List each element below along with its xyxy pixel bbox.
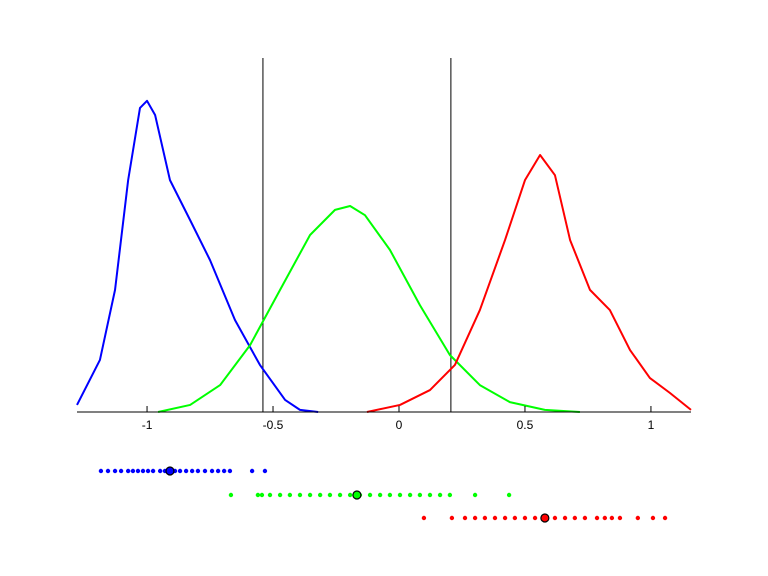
sample-dot bbox=[317, 492, 323, 498]
sample-dot bbox=[421, 515, 427, 521]
mean-dot bbox=[352, 490, 362, 500]
sample-dot bbox=[255, 492, 261, 498]
sample-dot bbox=[472, 492, 478, 498]
mean-dot bbox=[165, 466, 175, 476]
sample-dot bbox=[532, 515, 538, 521]
sample-dot bbox=[582, 515, 588, 521]
sample-dot bbox=[145, 468, 151, 474]
x-tick-label: -1 bbox=[142, 418, 153, 432]
sample-dot bbox=[227, 468, 233, 474]
x-tick-label: 1 bbox=[648, 418, 655, 432]
x-tick-label: 0 bbox=[396, 418, 403, 432]
sample-dot bbox=[609, 515, 615, 521]
sample-dot bbox=[377, 492, 383, 498]
sample-dot bbox=[437, 492, 443, 498]
density-curve bbox=[157, 204, 580, 413]
sample-dot bbox=[472, 515, 478, 521]
sample-dot bbox=[522, 515, 528, 521]
sample-dot bbox=[462, 515, 468, 521]
sample-dot bbox=[297, 492, 303, 498]
sample-dot bbox=[337, 492, 343, 498]
sample-dot bbox=[135, 468, 141, 474]
sample-dot bbox=[427, 492, 433, 498]
sample-dot bbox=[267, 492, 273, 498]
sample-dot bbox=[327, 492, 333, 498]
sample-dot bbox=[572, 515, 578, 521]
x-tick-label: 0.5 bbox=[517, 418, 534, 432]
sample-dot bbox=[189, 468, 195, 474]
sample-dot bbox=[307, 492, 313, 498]
sample-dot bbox=[602, 515, 608, 521]
x-tick-label: -0.5 bbox=[263, 418, 284, 432]
sample-dot bbox=[635, 515, 641, 521]
sample-dot bbox=[157, 468, 163, 474]
sample-dot bbox=[594, 515, 600, 521]
sample-dot bbox=[177, 468, 183, 474]
sample-dot bbox=[650, 515, 656, 521]
sample-dot bbox=[98, 468, 104, 474]
sample-dot bbox=[150, 468, 156, 474]
sample-dot bbox=[662, 515, 668, 521]
sample-dot bbox=[105, 468, 111, 474]
sample-dot bbox=[125, 468, 131, 474]
sample-dot bbox=[407, 492, 413, 498]
sample-dot bbox=[562, 515, 568, 521]
sample-dot bbox=[202, 468, 208, 474]
sample-dot bbox=[449, 515, 455, 521]
sample-dot bbox=[259, 492, 265, 498]
sample-dot bbox=[209, 468, 215, 474]
sample-dot bbox=[512, 515, 518, 521]
sample-dot bbox=[262, 468, 268, 474]
sample-dot bbox=[347, 492, 353, 498]
sample-dot bbox=[397, 492, 403, 498]
sample-dot bbox=[118, 468, 124, 474]
mean-dot bbox=[540, 513, 550, 523]
sample-dot bbox=[417, 492, 423, 498]
density-curve bbox=[366, 154, 692, 413]
sample-dot bbox=[195, 468, 201, 474]
sample-dot bbox=[387, 492, 393, 498]
sample-dot bbox=[221, 468, 227, 474]
sample-dot bbox=[367, 492, 373, 498]
sample-dot bbox=[617, 515, 623, 521]
sample-dot bbox=[130, 468, 136, 474]
sample-dot bbox=[502, 515, 508, 521]
sample-dot bbox=[249, 468, 255, 474]
sample-dot bbox=[228, 492, 234, 498]
sample-dot bbox=[287, 492, 293, 498]
sample-dot bbox=[552, 515, 558, 521]
sample-dot bbox=[112, 468, 118, 474]
density-curve bbox=[76, 99, 319, 413]
sample-dot bbox=[183, 468, 189, 474]
sample-dot bbox=[492, 515, 498, 521]
sample-dot bbox=[215, 468, 221, 474]
sample-dot bbox=[277, 492, 283, 498]
sample-dot bbox=[140, 468, 146, 474]
sample-dot bbox=[482, 515, 488, 521]
sample-dot bbox=[447, 492, 453, 498]
sample-dot bbox=[506, 492, 512, 498]
